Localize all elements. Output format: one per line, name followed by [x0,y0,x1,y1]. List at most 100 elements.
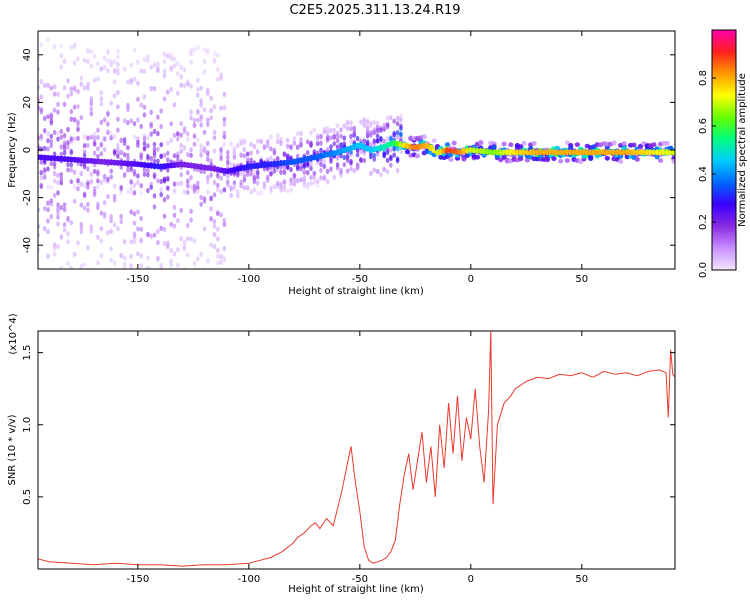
spectrogram-cell [142,171,147,177]
spectrogram-cell [196,109,200,116]
spectrogram-cell [99,180,104,186]
spectrogram-cell [76,240,80,246]
spectrogram-cell [209,216,213,222]
spectrogram-cell [159,282,163,287]
spectrogram-cell [86,81,90,87]
spectrogram-cell [149,156,153,162]
spectrogram-cell [159,142,163,148]
spectrogram-cell [285,164,290,170]
spectrogram-cell [222,217,227,224]
spectrogram-cell [116,147,120,153]
spectrogram-cell [255,180,260,186]
snr-x-axis-title: Height of straight line (km) [288,584,424,595]
spectrogram-cell [369,142,373,148]
spectrogram-cell [156,67,160,73]
spectrogram-cell [116,127,120,133]
spectrogram-cell [56,214,60,220]
spectrogram-cell [72,251,77,257]
spectrogram-cell [56,136,60,142]
spectrogram-cell [551,156,557,162]
spectrogram-cell [212,104,217,110]
spectrogram-cell [196,77,200,83]
spectrogram-cell [399,148,403,154]
spectrogram-cell [132,234,137,240]
spectrogram-cell [192,238,197,244]
spectrogram-cell [312,149,317,155]
spectrogram-cell [92,141,97,147]
spectrogram-y-tick-label: 0 [22,147,33,153]
spectrogram-cell [49,198,54,204]
spectrogram-x-ticks: -150 -100 -50 0 50 [127,31,588,285]
spectrogram-cell [501,155,507,160]
spectrogram-cell [129,79,133,85]
spectrogram-cell [389,156,393,162]
spectrogram-cell [122,172,127,179]
spectrogram-cell [212,135,217,141]
spectrogram-cell [129,179,133,185]
spectrogram-cell [196,256,200,262]
spectrogram-cell [202,198,207,204]
spectrogram-cell [192,260,197,266]
spectrogram-cell [66,140,70,146]
spectrogram-cell [349,138,353,144]
spectrogram-cell [252,169,257,175]
spectrogram-cell [189,115,193,121]
spectrogram-cell [56,130,60,136]
spectrogram-cell [242,153,247,159]
spectrogram-cell [222,134,227,140]
spectrogram-cell [169,86,173,92]
spectrogram-cell [96,178,100,184]
spectrogram-cell [59,151,64,157]
spectrogram-cell [136,226,140,232]
spectrogram-cell [375,168,380,174]
spectrogram-cell [478,140,484,146]
spectrogram-cell [66,260,70,266]
spectrogram-cell [139,237,143,243]
spectrogram-cell [139,123,143,129]
spectrogram-cell [206,150,210,156]
spectrogram-cell [206,179,210,185]
spectrogram-cell [109,131,113,137]
spectrogram-cell [202,47,207,53]
spectrogram-cell [372,119,377,125]
colorbar-gradient [712,30,736,270]
spectrogram-cell [216,52,220,58]
spectrogram-cell [385,122,390,128]
spectrogram-cell [59,128,64,135]
snr-background [38,331,675,569]
spectrogram-cell [382,166,387,172]
spectrogram-cell [179,82,183,88]
spectrogram-cell [99,142,104,148]
spectrogram-cell [448,157,454,163]
spectrogram-cell [285,137,290,143]
spectrogram-cell [282,151,287,157]
spectrogram-cell [173,277,177,282]
spectrogram-cell [152,128,157,135]
spectrogram-cell [302,182,307,188]
spectrogram-cell [106,48,110,55]
spectrogram-cell [92,135,97,141]
spectrogram-cell [92,192,97,198]
spectrogram-cell [292,173,297,179]
spectrogram-cell [349,133,353,139]
spectrogram-cell [179,121,183,127]
spectrogram-cell [49,160,54,167]
spectrogram-cell [621,141,627,146]
spectrogram-cell [49,118,54,124]
spectrogram-cell [192,133,197,139]
spectrogram-cell [99,96,104,102]
spectrogram-cell [86,201,90,208]
spectrogram-cell [219,254,223,260]
spectrogram-cell [275,138,280,145]
spectrogram-cell [289,187,293,193]
spectrogram-cell [89,224,94,230]
spectrogram-cell [189,59,193,65]
spectrogram-cell [152,193,157,199]
spectrogram-cell [285,188,290,194]
spectrogram-cell [365,129,370,136]
spectrogram-cell [658,158,664,164]
spectrogram-cell [162,226,167,232]
spectrogram-cell [319,175,323,181]
snr-x-tick-label: 50 [575,574,588,585]
spectrogram-cell [43,269,47,274]
